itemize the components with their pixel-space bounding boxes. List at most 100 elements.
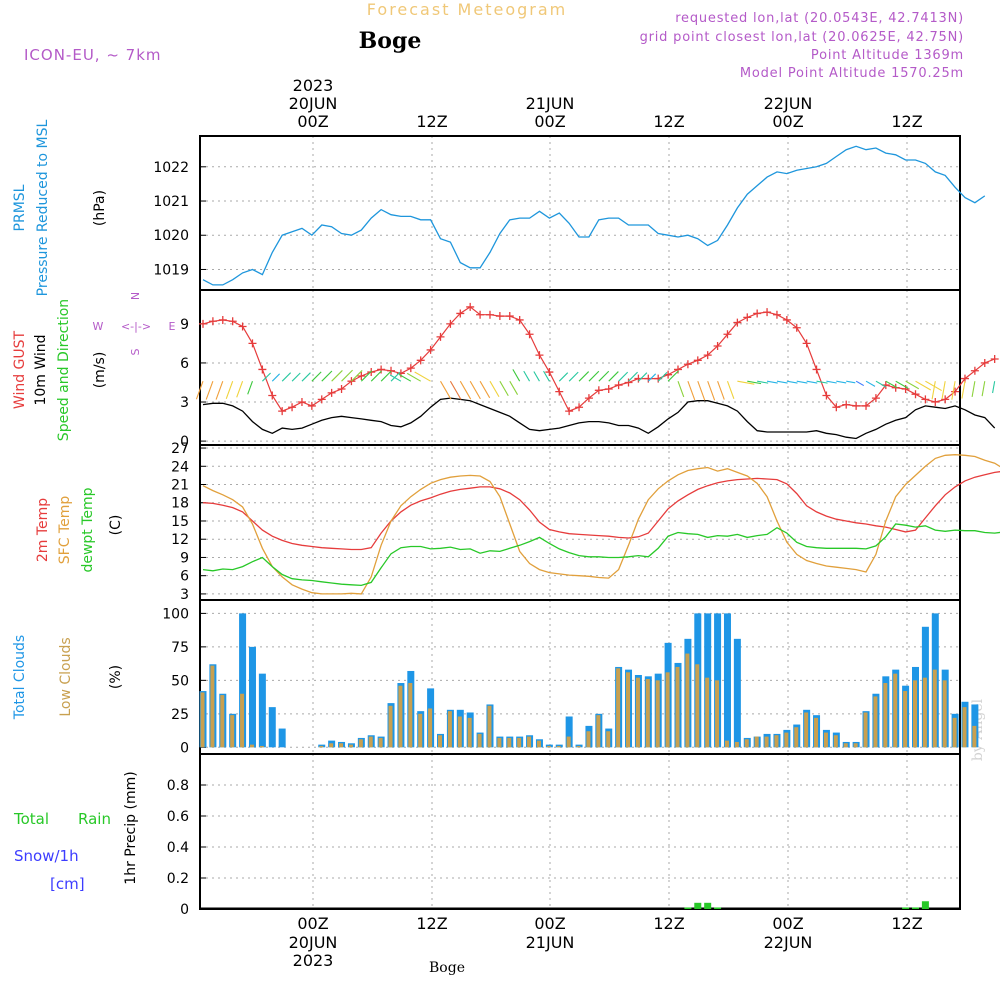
low-cloud-bar [744, 739, 749, 748]
rain-bar [912, 907, 919, 909]
gust-marker [792, 323, 801, 332]
wind-arrow [215, 380, 224, 400]
gust-marker [545, 368, 554, 377]
wind-arrow [915, 380, 932, 391]
gust-marker [515, 315, 524, 324]
low-cloud-bar [873, 696, 878, 748]
wind-arrow [726, 380, 735, 400]
wind-arrow [836, 380, 847, 384]
location-title: Boge [359, 28, 422, 54]
temp-unit: (C) [108, 515, 124, 536]
gust-marker [743, 313, 752, 322]
wind-arrow [875, 380, 887, 388]
low-cloud-bar [932, 669, 937, 748]
low-cloud-bar [883, 683, 888, 748]
sfc-temp-line [202, 454, 1000, 595]
precip-unit: 1hr Precip (mm) [123, 771, 139, 884]
wind-arrow [389, 374, 402, 382]
dewpt-line [202, 523, 1000, 587]
gust-marker [891, 383, 900, 392]
low-cloud-bar [418, 713, 423, 748]
low-cloud-bar [724, 740, 729, 748]
gust-marker [941, 395, 950, 404]
y-tick-label: 100 [162, 606, 189, 622]
low-cloud-bar [903, 691, 908, 748]
total-cloud-bar [248, 646, 256, 748]
low-cloud-bar [635, 677, 640, 748]
y-tick-label: 1021 [153, 194, 189, 210]
total-cloud-bar [733, 638, 741, 748]
y-tick-label: 0.2 [167, 871, 189, 887]
wind-arrow [512, 369, 521, 382]
gust-marker [288, 403, 297, 412]
y-tick-label: 25 [171, 707, 189, 723]
gust-marker [594, 386, 603, 395]
total-cloud-bar [278, 728, 286, 748]
precip-panel: 0 0.2 0.4 0.6 0.8 [167, 753, 961, 918]
y-tick-label: 3 [180, 587, 189, 603]
total-cloud-bar [565, 716, 573, 748]
gust-marker [921, 395, 930, 404]
compass-rose: W <-|-> E N S [93, 292, 176, 356]
top-hour-label: 00Z [772, 112, 803, 131]
snow-unit: [cm] [50, 875, 85, 893]
low-cloud-bar [863, 712, 868, 748]
gust-marker [525, 330, 534, 339]
compass-glyph: <-|-> [121, 320, 151, 333]
y-tick-label: 12 [171, 532, 189, 548]
top-hour-label: 12Z [653, 112, 684, 131]
wind-arrow [776, 380, 788, 384]
temp2m-line [202, 471, 1000, 551]
gust-marker [575, 403, 584, 412]
gust-marker [377, 365, 386, 374]
wind-arrow [647, 373, 657, 382]
gust-marker [248, 339, 257, 348]
y-tick-label: 0.6 [167, 809, 189, 825]
low-cloud-bar [685, 653, 690, 748]
gust-marker [297, 398, 306, 407]
total-cloud-bar [714, 613, 722, 748]
cloud-unit: (%) [108, 665, 124, 689]
gust-marker [852, 401, 861, 410]
low-cloud-bar [339, 743, 344, 748]
wind-arrow [667, 370, 679, 382]
y-tick-label: 9 [180, 317, 189, 333]
compass-north: N [129, 292, 142, 300]
wind-arrow [321, 370, 333, 382]
gust-marker [426, 345, 435, 354]
low-cloud-bar [794, 727, 799, 748]
low-cloud-bar [596, 715, 601, 748]
gust-marker [693, 356, 702, 365]
y-tick-label: 9 [180, 550, 189, 566]
gust-marker [466, 302, 475, 311]
gust-marker [505, 312, 514, 321]
low-cloud-bar [388, 705, 393, 748]
wind-arrow [846, 380, 856, 384]
gust-marker [278, 407, 287, 416]
wind-arrow [766, 380, 778, 384]
wind-arrow [971, 381, 976, 398]
gust-marker [218, 315, 227, 324]
low-cloud-bar [566, 736, 571, 748]
low-cloud-bar [220, 695, 225, 748]
gust-marker [674, 365, 682, 374]
y-tick-label: 21 [171, 478, 189, 494]
gust-marker [535, 351, 544, 360]
low-cloud-bar [804, 712, 809, 748]
low-cloud-bar [913, 680, 917, 748]
gust-marker [436, 332, 445, 341]
y-tick-label: 1022 [153, 160, 189, 176]
gust-marker [822, 391, 831, 400]
bottom-day-21jun: 21JUN [526, 933, 575, 952]
low-cloud-bar [230, 715, 235, 748]
wind-arrow [360, 370, 373, 382]
wind-arrow [757, 380, 769, 384]
low-cloud-bar [536, 740, 541, 748]
wind-arrow [271, 373, 281, 382]
bottom-hour-label: 12Z [891, 914, 922, 933]
gust-marker [713, 342, 722, 351]
bottom-hour-label: 00Z [534, 914, 565, 933]
low-cloud-bar [368, 736, 373, 748]
gust-marker [337, 384, 346, 393]
wind-arrow [931, 381, 936, 400]
